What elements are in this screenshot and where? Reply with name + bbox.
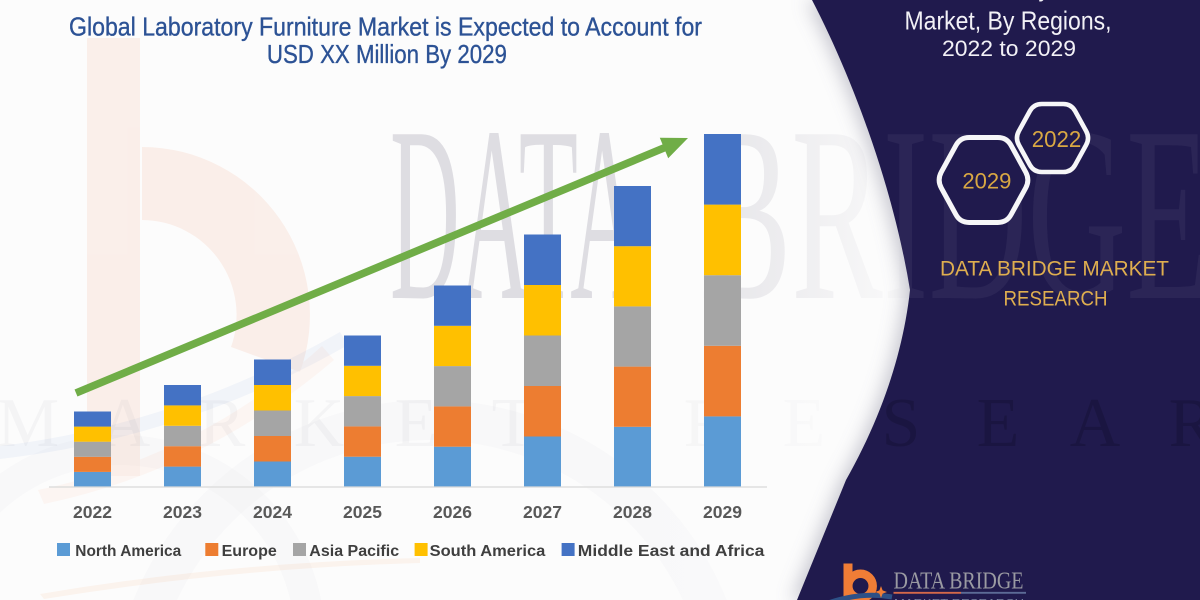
svg-text:South America: South America (430, 543, 546, 560)
svg-text:R: R (1169, 385, 1200, 462)
svg-text:DATA BRIDGE MARKET: DATA BRIDGE MARKET (940, 258, 1169, 281)
svg-text:2024: 2024 (253, 502, 292, 522)
svg-text:2027: 2027 (523, 502, 562, 522)
svg-text:DATA: DATA (390, 76, 640, 353)
svg-text:2026: 2026 (433, 502, 472, 522)
svg-text:Europe: Europe (222, 543, 277, 560)
svg-text:K: K (294, 385, 345, 462)
svg-text:Global Laboratory Furniture: Global Laboratory Furniture (868, 0, 1148, 2)
svg-text:2028: 2028 (613, 502, 652, 522)
svg-text:Middle East and Africa: Middle East and Africa (578, 543, 765, 560)
svg-text:A: A (1070, 385, 1121, 462)
svg-text:E: E (395, 385, 438, 462)
svg-text:2023: 2023 (163, 502, 202, 522)
svg-text:MARKET RESEARCH: MARKET RESEARCH (894, 598, 1024, 600)
svg-text:R: R (199, 385, 246, 462)
svg-text:USD XX Million By 2029: USD XX Million By 2029 (267, 39, 507, 69)
svg-text:North America: North America (75, 543, 181, 560)
svg-text:2022: 2022 (1032, 126, 1082, 152)
svg-text:RESEARCH: RESEARCH (1004, 287, 1108, 310)
svg-text:M: M (0, 385, 59, 462)
svg-text:S: S (882, 385, 921, 462)
svg-text:2025: 2025 (343, 502, 382, 522)
svg-text:Market, By Regions,: Market, By Regions, (905, 6, 1112, 36)
svg-text:Global Laboratory Furniture Ma: Global Laboratory Furniture Market is Ex… (69, 11, 702, 41)
svg-text:Asia Pacific: Asia Pacific (309, 543, 399, 560)
svg-text:E: E (977, 385, 1020, 462)
svg-text:DATA BRIDGE: DATA BRIDGE (894, 569, 1024, 595)
svg-text:2029: 2029 (962, 169, 1011, 194)
svg-text:2022: 2022 (73, 502, 112, 522)
svg-text:2029: 2029 (703, 502, 742, 522)
svg-text:2022 to 2029: 2022 to 2029 (942, 36, 1076, 61)
